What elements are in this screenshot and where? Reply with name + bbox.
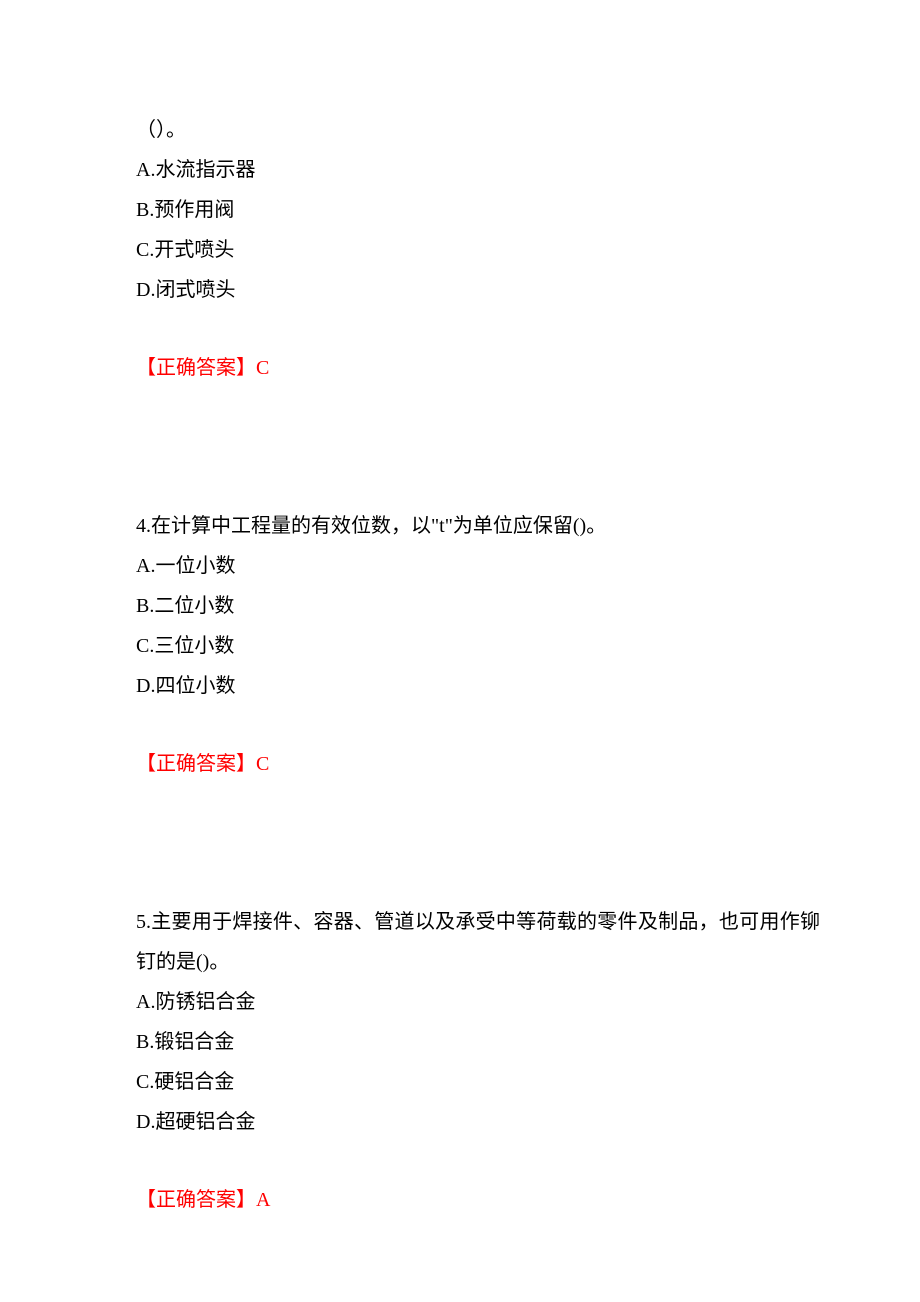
question-5-answer: 【正确答案】A bbox=[136, 1180, 820, 1220]
question-4-option-a: A.一位小数 bbox=[136, 546, 820, 586]
question-3-option-b: B.预作用阀 bbox=[136, 190, 820, 230]
question-3-option-c: C.开式喷头 bbox=[136, 230, 820, 270]
question-3-stem-fragment: （）。 bbox=[136, 119, 186, 141]
question-3-answer: 【正确答案】C bbox=[136, 348, 820, 388]
question-4-option-d: D.四位小数 bbox=[136, 666, 820, 706]
question-4-answer: 【正确答案】C bbox=[136, 744, 820, 784]
answer-label: 【正确答案】 bbox=[136, 1189, 256, 1211]
question-3-partial: （）。 A.水流指示器 B.预作用阀 C.开式喷头 D.闭式喷头 【正确答案】C bbox=[136, 110, 820, 388]
question-3-option-d: D.闭式喷头 bbox=[136, 270, 820, 310]
question-5-option-c: C.硬铝合金 bbox=[136, 1062, 820, 1102]
answer-value: C bbox=[256, 357, 269, 379]
answer-label: 【正确答案】 bbox=[136, 753, 256, 775]
answer-label: 【正确答案】 bbox=[136, 357, 256, 379]
answer-value: A bbox=[256, 1189, 270, 1211]
question-5: 5.主要用于焊接件、容器、管道以及承受中等荷载的零件及制品，也可用作铆钉的是()… bbox=[136, 902, 820, 1220]
question-5-option-b: B.锻铝合金 bbox=[136, 1022, 820, 1062]
question-5-option-a: A.防锈铝合金 bbox=[136, 982, 820, 1022]
question-4: 4.在计算中工程量的有效位数，以"t"为单位应保留()。 A.一位小数 B.二位… bbox=[136, 506, 820, 784]
question-4-stem: 4.在计算中工程量的有效位数，以"t"为单位应保留()。 bbox=[136, 506, 820, 546]
question-4-option-c: C.三位小数 bbox=[136, 626, 820, 666]
question-3-option-a: A.水流指示器 bbox=[136, 150, 820, 190]
question-5-option-d: D.超硬铝合金 bbox=[136, 1102, 820, 1142]
question-4-option-b: B.二位小数 bbox=[136, 586, 820, 626]
answer-value: C bbox=[256, 753, 269, 775]
question-5-stem: 5.主要用于焊接件、容器、管道以及承受中等荷载的零件及制品，也可用作铆钉的是()… bbox=[136, 902, 820, 982]
